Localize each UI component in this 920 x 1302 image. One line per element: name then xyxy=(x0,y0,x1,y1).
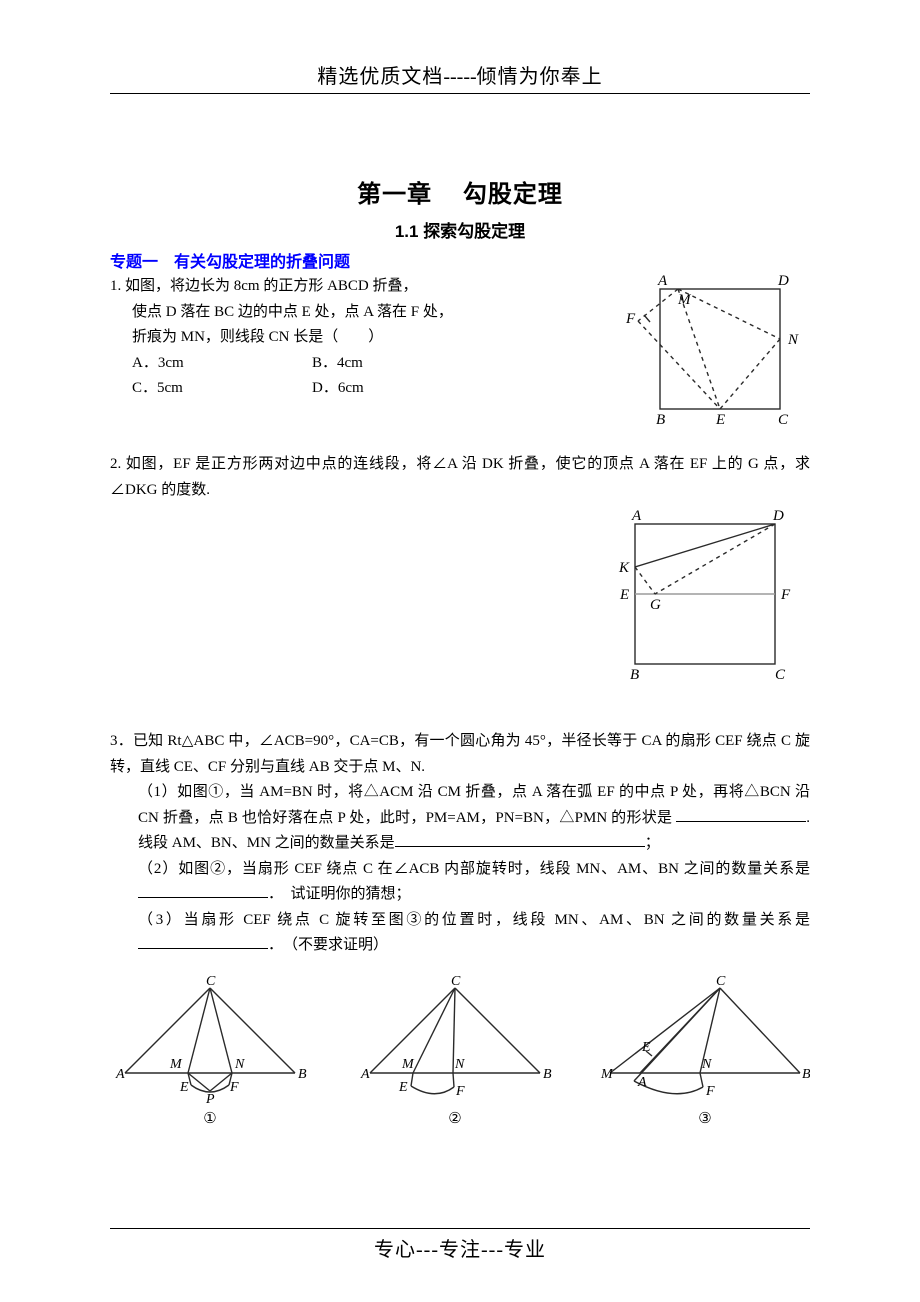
fig1-label: ① xyxy=(110,1107,310,1133)
q1-line3: 折痕为 MN，则线段 CN 长是（ ） xyxy=(110,325,608,351)
f3-C: C xyxy=(716,974,726,989)
lbl-B2: B xyxy=(630,667,639,683)
q1-opt-b: B．4cm xyxy=(312,351,492,377)
q2-figure: A D B C K E F G xyxy=(600,509,810,689)
chapter-title: 第一章 勾股定理 xyxy=(110,174,810,209)
f1-N: N xyxy=(234,1057,245,1072)
fig3-label: ③ xyxy=(600,1107,810,1133)
q1-num: 1. xyxy=(110,278,121,294)
q3-p3b: ． （不要求证明） xyxy=(268,937,388,953)
f3-N: N xyxy=(701,1057,712,1072)
q3-blank-4 xyxy=(138,935,268,949)
f2-B: B xyxy=(543,1067,552,1082)
q1-opt-c: C．5cm xyxy=(132,376,312,402)
header-rule xyxy=(110,93,810,94)
lbl-F2: F xyxy=(780,587,791,603)
q3-blank-2 xyxy=(395,833,645,847)
q3-figure-1: C A B M N E F P ① xyxy=(110,973,310,1133)
page-header: 精选优质文档-----倾情为你奉上 xyxy=(110,60,810,89)
q3-num: 3． xyxy=(110,733,133,749)
question-1: 1. 如图，将边长为 8cm 的正方形 ABCD 折叠， 使点 D 落在 BC … xyxy=(110,274,810,434)
document-page: 精选优质文档-----倾情为你奉上 第一章 勾股定理 1.1 探索勾股定理 专题… xyxy=(0,0,920,1302)
f2-E: E xyxy=(398,1080,408,1095)
f2-A: A xyxy=(360,1067,370,1082)
lbl-M: M xyxy=(677,292,692,308)
lbl-E: E xyxy=(715,412,725,428)
f1-B: B xyxy=(298,1067,307,1082)
q3-figure-3: C A B M N E F ③ xyxy=(600,973,810,1133)
footer-rule xyxy=(110,1228,810,1229)
topic-name: 有关勾股定理的折叠问题 xyxy=(174,254,350,271)
f1-A: A xyxy=(115,1067,125,1082)
lbl-G: G xyxy=(650,597,661,613)
f2-M: M xyxy=(401,1057,415,1072)
question-3: 3．已知 Rt△ABC 中，∠ACB=90°，CA=CB，有一个圆心角为 45°… xyxy=(110,729,810,1132)
lbl-K: K xyxy=(618,560,630,576)
footer-sep2: --- xyxy=(481,1239,504,1261)
section-name: 探索勾股定理 xyxy=(423,222,525,241)
f3-M: M xyxy=(600,1067,614,1082)
q3-p2b: ． 试证明你的猜想； xyxy=(268,886,411,902)
lbl-A: A xyxy=(657,274,668,289)
footer-mid: 专注 xyxy=(439,1239,481,1261)
q3-figures-row: C A B M N E F P ① xyxy=(110,973,810,1133)
lbl-N: N xyxy=(787,332,799,348)
q3-figure-2: C A B M N E F ② xyxy=(355,973,555,1133)
q1-figure: A D B C E N M F xyxy=(620,274,810,434)
lbl-D: D xyxy=(777,274,789,289)
q3-p2a: （2）如图②，当扇形 CEF 绕点 C 在∠ACB 内部旋转时，线段 MN、AM… xyxy=(138,861,810,877)
q3-stem: 已知 Rt△ABC 中，∠ACB=90°，CA=CB，有一个圆心角为 45°，半… xyxy=(110,733,810,775)
f1-M: M xyxy=(169,1057,183,1072)
f2-N: N xyxy=(454,1057,465,1072)
q3-p1c: ； xyxy=(645,835,660,851)
q3-blank-1 xyxy=(676,807,806,821)
f2-F: F xyxy=(455,1084,465,1099)
q3-blank-3 xyxy=(138,884,268,898)
f2-C: C xyxy=(451,974,461,989)
f1-P: P xyxy=(205,1092,215,1103)
section-num: 1.1 xyxy=(395,222,419,241)
header-sep: ----- xyxy=(443,66,476,88)
footer-sep1: --- xyxy=(416,1239,439,1261)
f3-F: F xyxy=(705,1084,715,1099)
header-pre: 精选优质文档 xyxy=(317,66,443,88)
lbl-B: B xyxy=(656,412,665,428)
chapter-name: 勾股定理 xyxy=(463,181,563,208)
f1-E: E xyxy=(179,1080,189,1095)
lbl-C: C xyxy=(778,412,789,428)
f3-B: B xyxy=(802,1067,810,1082)
f3-E: E xyxy=(641,1040,651,1055)
topic-title: 专题一 有关勾股定理的折叠问题 xyxy=(110,248,810,272)
topic-label: 专题一 xyxy=(110,254,158,271)
q1-opt-a: A．3cm xyxy=(132,351,312,377)
f3-A: A xyxy=(637,1075,647,1090)
header-post: 倾情为你奉上 xyxy=(477,66,603,88)
page-footer: 专心---专注---专业 xyxy=(0,1228,920,1262)
q2-text: 如图，EF 是正方形两对边中点的连线段，将∠A 沿 DK 折叠，使它的顶点 A … xyxy=(110,456,810,498)
f1-F: F xyxy=(229,1080,239,1095)
q1-line1: 如图，将边长为 8cm 的正方形 ABCD 折叠， xyxy=(125,278,418,294)
lbl-A2: A xyxy=(631,509,642,524)
q2-num: 2. xyxy=(110,456,121,472)
q3-p3a: （3）当扇形 CEF 绕点 C 旋转至图③的位置时，线段 MN、AM、BN 之间… xyxy=(138,912,810,928)
section-title: 1.1 探索勾股定理 xyxy=(110,217,810,242)
lbl-E2: E xyxy=(619,587,629,603)
lbl-F: F xyxy=(625,311,636,327)
lbl-D2: D xyxy=(772,509,784,524)
lbl-C2: C xyxy=(775,667,786,683)
f1-C: C xyxy=(206,974,216,989)
q1-opt-d: D．6cm xyxy=(312,376,492,402)
q1-line2: 使点 D 落在 BC 边的中点 E 处，点 A 落在 F 处， xyxy=(110,300,608,326)
question-2: 2. 如图，EF 是正方形两对边中点的连线段，将∠A 沿 DK 折叠，使它的顶点… xyxy=(110,452,810,689)
footer-post: 专业 xyxy=(504,1239,546,1261)
chapter-label: 第一章 xyxy=(357,181,432,208)
footer-pre: 专心 xyxy=(374,1239,416,1261)
fig2-label: ② xyxy=(355,1107,555,1133)
